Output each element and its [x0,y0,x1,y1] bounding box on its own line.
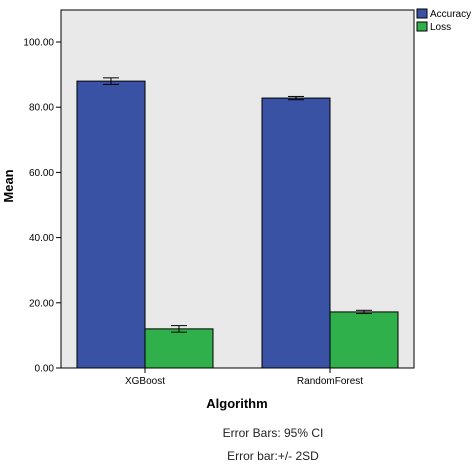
legend-label-accuracy: Accuracy [430,9,471,20]
legend-swatch-loss [416,21,428,32]
error-bar [288,95,304,101]
y-tick-label: 40.00 [29,233,54,244]
y-tick-label: 80.00 [29,103,54,114]
legend-swatch-accuracy [416,8,428,19]
bars [76,77,399,369]
bar-accuracy-randomforest [261,97,331,369]
x-axis: XGBoost RandomForest [125,368,363,387]
y-axis-title: Mean [1,169,16,202]
error-bar [103,77,119,85]
footnote-ci: Error Bars: 95% CI [223,426,324,440]
legend: Accuracy Loss [416,8,471,33]
x-tick-label: XGBoost [125,376,165,387]
y-tick-label: 100.00 [23,38,54,49]
y-tick-label: 20.00 [29,298,54,309]
error-bar [356,309,372,315]
y-tick-label: 60.00 [29,168,54,179]
legend-label-loss: Loss [430,22,451,33]
y-axis: 0.00 20.00 40.00 60.00 80.00 100.00 [23,38,61,375]
bar-accuracy-xgboost [76,80,146,369]
x-axis-title: Algorithm [206,396,267,411]
bar-loss-randomforest [329,311,399,369]
x-tick-label: RandomForest [297,376,363,387]
bar-loss-xgboost [144,328,214,369]
y-tick-label: 0.00 [35,364,55,375]
footnote-sd: Error bar:+/- 2SD [227,449,319,463]
error-bar [171,325,187,333]
